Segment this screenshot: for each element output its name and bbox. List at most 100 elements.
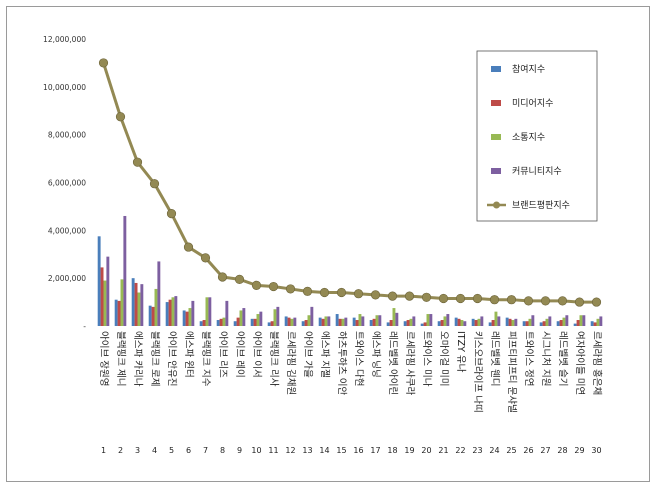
bar-2-8 <box>219 318 223 326</box>
bar-1-20 <box>420 323 424 326</box>
bar-3-18 <box>392 308 396 326</box>
rank-label: 7 <box>203 446 208 455</box>
brand-point-8 <box>217 272 228 282</box>
legend-swatch <box>491 168 501 174</box>
bar-3-27 <box>545 318 549 326</box>
bar-2-13 <box>304 320 308 326</box>
y-tick-label: - <box>83 322 86 331</box>
bar-4-18 <box>395 312 399 326</box>
rank-label: 18 <box>387 446 397 455</box>
bar-1-14 <box>318 317 322 326</box>
bar-1-13 <box>301 321 305 326</box>
bar-4-23 <box>480 316 484 326</box>
bar-3-28 <box>562 317 566 326</box>
category-label: 아이브 안유진 <box>166 331 177 386</box>
bar-3-23 <box>477 318 481 326</box>
category-label: 아이브 이서 <box>251 331 262 378</box>
rank-label: 29 <box>574 446 584 455</box>
bar-2-19 <box>406 320 410 326</box>
rank-label: 2 <box>118 446 123 455</box>
category-label: 에스파 윈터 <box>183 331 194 378</box>
bar-2-3 <box>134 282 138 326</box>
bar-3-25 <box>511 320 515 326</box>
bar-3-4 <box>154 288 158 326</box>
bar-4-3 <box>140 284 144 326</box>
bar-2-26 <box>525 321 529 326</box>
bar-2-1 <box>100 267 104 326</box>
brand-point-27 <box>540 296 551 306</box>
bar-2-14 <box>321 318 325 326</box>
bar-2-16 <box>355 320 359 326</box>
rank-label: 20 <box>421 446 431 455</box>
bar-3-22 <box>460 320 464 326</box>
category-label: 피프티피프티 문샤넬 <box>506 331 518 413</box>
rank-label: 17 <box>370 446 380 455</box>
bar-1-12 <box>284 316 288 326</box>
bar-3-12 <box>290 318 294 326</box>
bar-2-10 <box>253 318 257 326</box>
category-label: 르세라핌 홍은채 <box>591 331 603 395</box>
bar-1-8 <box>216 320 220 326</box>
bar-1-18 <box>386 322 390 326</box>
rank-label: 11 <box>268 446 278 455</box>
bar-1-7 <box>199 321 203 326</box>
bar-4-26 <box>531 315 535 326</box>
bar-4-30 <box>599 316 603 326</box>
rank-label: 21 <box>438 446 448 455</box>
bar-3-29 <box>579 315 583 326</box>
bar-1-15 <box>335 314 339 326</box>
bar-1-6 <box>182 310 186 326</box>
rank-label: 15 <box>336 446 346 455</box>
bar-3-21 <box>443 316 447 326</box>
bar-1-26 <box>522 321 526 326</box>
bar-2-18 <box>389 320 393 326</box>
brand-point-14 <box>319 287 330 298</box>
bar-4-13 <box>310 306 314 326</box>
bar-3-30 <box>596 318 600 326</box>
bar-3-3 <box>137 292 141 326</box>
category-label: 에스파 카리나 <box>132 331 143 387</box>
bar-2-11 <box>270 321 274 326</box>
bar-1-11 <box>267 322 271 326</box>
chart-svg: - 2,000,000 4,000,000 6,000,000 8,000,000 10,… <box>43 35 603 455</box>
rank-label: 24 <box>489 446 499 455</box>
brand-point-5 <box>166 208 177 219</box>
brand-point-6 <box>183 242 194 252</box>
bar-4-1 <box>106 256 110 326</box>
bar-3-26 <box>528 318 532 326</box>
category-label: 레드벨벳 웬디 <box>489 331 500 386</box>
bar-2-9 <box>236 317 240 326</box>
bar-1-16 <box>352 317 356 326</box>
bar-3-15 <box>341 318 345 326</box>
rank-label: 23 <box>472 446 482 455</box>
brand-point-22 <box>455 293 466 304</box>
bar-4-10 <box>259 311 263 326</box>
bar-1-5 <box>165 302 169 326</box>
bar-4-11 <box>276 306 280 326</box>
y-tick-label: 2,000,000 <box>48 274 86 283</box>
brand-point-10 <box>251 280 262 290</box>
bar-4-7 <box>208 297 212 326</box>
bar-2-6 <box>185 311 189 326</box>
rank-label: 12 <box>285 446 295 455</box>
bar-series-group <box>97 215 603 326</box>
bar-3-5 <box>171 297 175 326</box>
bar-1-1 <box>97 236 101 326</box>
bar-2-2 <box>117 300 121 326</box>
category-label: 키스오브라이프 나띠 <box>472 331 483 413</box>
rank-label: 16 <box>353 446 363 455</box>
rank-label: 26 <box>523 446 533 455</box>
bar-1-10 <box>250 318 254 326</box>
bar-3-10 <box>256 314 260 326</box>
category-label: ITZY 유나 <box>455 331 466 373</box>
legend-line-marker <box>493 201 500 209</box>
y-tick-label: 6,000,000 <box>48 179 86 188</box>
bar-4-19 <box>412 316 416 326</box>
bar-1-3 <box>131 278 135 326</box>
rank-label: 27 <box>540 446 550 455</box>
category-label: 아이브 리즈 <box>217 331 228 378</box>
bar-1-22 <box>454 317 458 326</box>
brand-point-21 <box>438 293 449 304</box>
bar-4-16 <box>361 316 365 326</box>
category-label: 에스파 지젤 <box>319 331 331 378</box>
